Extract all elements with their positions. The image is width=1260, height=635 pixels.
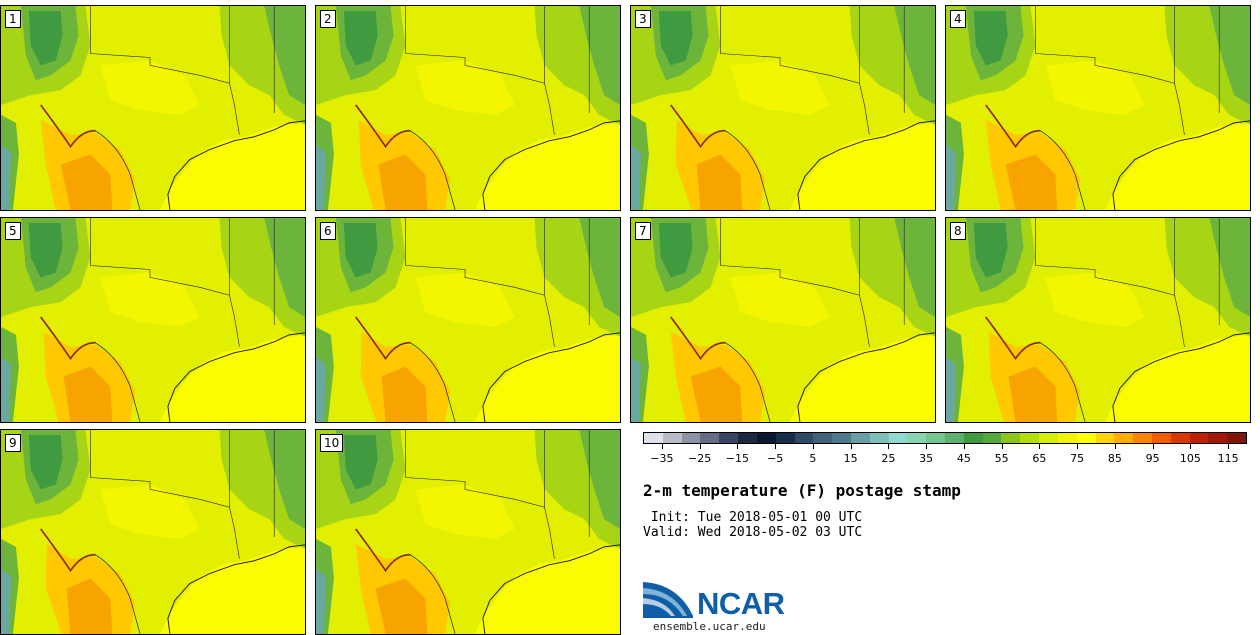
colorbar-tick-label: 25	[881, 452, 896, 465]
colorbar-tick	[1228, 444, 1230, 449]
logo-url: ensemble.ucar.edu	[653, 620, 766, 633]
init-value: Tue 2018-05-01 00 UTC	[697, 510, 863, 525]
colorbar-tick-label: 75	[1070, 452, 1085, 465]
colorbar-segment	[1076, 433, 1096, 443]
colorbar-segment	[926, 433, 945, 443]
colorbar	[643, 432, 1247, 444]
colorbar-tick-label: 35	[919, 452, 934, 465]
colorbar-tick	[1114, 444, 1116, 449]
colorbar-segment	[907, 433, 927, 443]
colorbar-segment	[644, 433, 663, 443]
colorbar-tick	[1001, 444, 1003, 449]
member-label: 4	[950, 10, 966, 28]
member-label: 10	[320, 434, 344, 452]
colorbar-tick	[1039, 444, 1041, 449]
member-map-2: 2	[315, 5, 621, 211]
colorbar-segment	[719, 433, 739, 443]
colorbar-segment	[1039, 433, 1058, 443]
member-label: 2	[320, 10, 336, 28]
colorbar-segment	[775, 433, 795, 443]
colorbar-tick	[775, 444, 777, 449]
colorbar-segment	[1095, 433, 1115, 443]
colorbar-tick-label: 5	[809, 452, 817, 465]
colorbar-segment	[1133, 433, 1152, 443]
colorbar-tick-label: −5	[767, 452, 784, 465]
init-label: Init:	[643, 510, 690, 525]
colorbar-segment	[982, 433, 1002, 443]
member-map-1: 1	[0, 5, 306, 211]
colorbar-tick-label: 105	[1179, 452, 1201, 465]
colorbar-tick	[926, 444, 928, 449]
colorbar-tick-label: 45	[956, 452, 971, 465]
member-label: 8	[950, 222, 966, 240]
figure-title: 2-m temperature (F) postage stamp	[643, 481, 961, 500]
ncar-logo-icon	[643, 582, 693, 618]
colorbar-segment	[681, 433, 701, 443]
member-map-7: 7	[630, 217, 936, 423]
colorbar-tick-label: 15	[843, 452, 858, 465]
colorbar-tick-label: 115	[1217, 452, 1239, 465]
colorbar-tick	[737, 444, 739, 449]
member-label: 6	[320, 222, 336, 240]
colorbar-tick	[963, 444, 965, 449]
member-label: 7	[635, 222, 651, 240]
valid-label: Valid:	[643, 525, 690, 540]
member-map-6: 6	[315, 217, 621, 423]
member-map-4: 4	[945, 5, 1251, 211]
colorbar-segment	[1170, 433, 1190, 443]
valid-time: Valid: Wed 2018-05-02 03 UTC	[643, 525, 862, 540]
valid-value: Wed 2018-05-02 03 UTC	[697, 525, 863, 540]
colorbar-segment	[1189, 433, 1209, 443]
colorbar-segment	[945, 433, 964, 443]
colorbar-segment	[832, 433, 851, 443]
colorbar-segment	[1001, 433, 1021, 443]
colorbar-segment	[1057, 433, 1077, 443]
colorbar-segment	[963, 433, 983, 443]
colorbar-segment	[1208, 433, 1228, 443]
colorbar-tick-label: 95	[1145, 452, 1160, 465]
colorbar-tick-label: −15	[725, 452, 749, 465]
colorbar-segment	[850, 433, 870, 443]
colorbar-segment	[794, 433, 814, 443]
colorbar-segment	[1114, 433, 1134, 443]
colorbar-tick-label: 55	[994, 452, 1009, 465]
colorbar-tick	[1077, 444, 1079, 449]
member-label: 9	[5, 434, 21, 452]
colorbar-tick	[661, 444, 663, 449]
colorbar-tick	[850, 444, 852, 449]
colorbar-ticks: −35 −25 −15 −5 5 15 25 35 45 55 65 75 85 95 105 115	[643, 444, 1247, 468]
member-label: 5	[5, 222, 21, 240]
member-map-10: 10	[315, 429, 621, 635]
colorbar-segment	[756, 433, 776, 443]
colorbar-tick-label: 85	[1107, 452, 1122, 465]
member-label: 1	[5, 10, 21, 28]
colorbar-tick	[1152, 444, 1154, 449]
colorbar-segment	[888, 433, 908, 443]
colorbar-segment	[813, 433, 833, 443]
colorbar-segment	[700, 433, 720, 443]
colorbar-tick	[812, 444, 814, 449]
member-map-5: 5	[0, 217, 306, 423]
colorbar-segment	[1151, 433, 1171, 443]
colorbar-segment	[662, 433, 682, 443]
member-map-8: 8	[945, 217, 1251, 423]
colorbar-tick	[888, 444, 890, 449]
ncar-logo-text: NCAR	[697, 586, 785, 621]
colorbar-tick-label: −25	[688, 452, 712, 465]
colorbar-segment	[738, 433, 757, 443]
colorbar-tick-label: 65	[1032, 452, 1047, 465]
member-map-3: 3	[630, 5, 936, 211]
colorbar-tick	[699, 444, 701, 449]
member-map-9: 9	[0, 429, 306, 635]
colorbar-segment	[869, 433, 889, 443]
init-time: Init: Tue 2018-05-01 00 UTC	[643, 510, 862, 525]
member-label: 3	[635, 10, 651, 28]
colorbar-tick-label: −35	[650, 452, 674, 465]
colorbar-segment	[1227, 433, 1246, 443]
colorbar-segment	[1020, 433, 1040, 443]
colorbar-tick	[1190, 444, 1192, 449]
